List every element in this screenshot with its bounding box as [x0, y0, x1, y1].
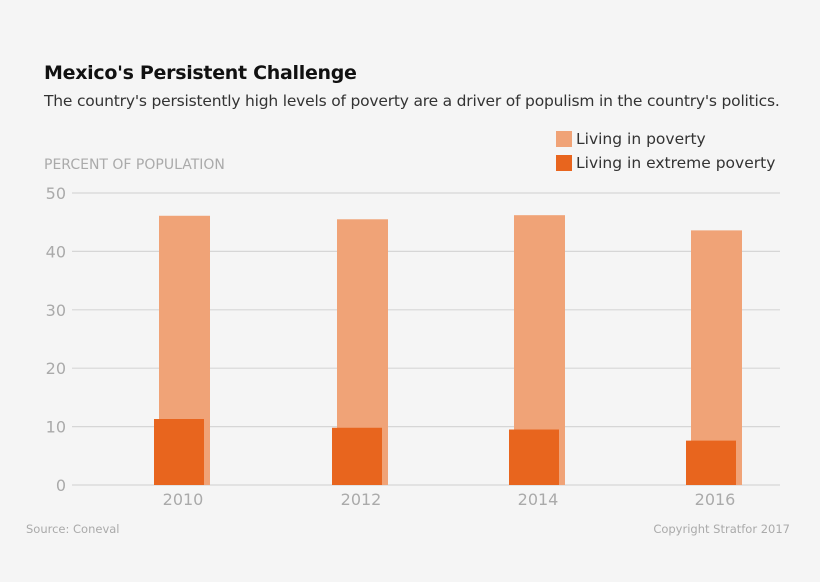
copyright-note: Copyright Stratfor 2017 — [653, 522, 790, 536]
y-tick-label: 30 — [46, 301, 66, 320]
y-axis-label: PERCENT OF POPULATION — [44, 157, 225, 173]
x-tick-label: 2012 — [341, 490, 382, 509]
y-tick-label: 10 — [46, 418, 66, 437]
bar-extreme-poverty-2014 — [509, 429, 559, 485]
chart-title: Mexico's Persistent Challenge — [44, 62, 357, 84]
source-note: Source: Coneval — [26, 522, 120, 536]
chart-subtitle: The country's persistently high levels o… — [44, 92, 780, 110]
x-tick-label: 2016 — [695, 490, 736, 509]
bar-extreme-poverty-2010 — [154, 419, 204, 485]
bar-extreme-poverty-2016 — [686, 440, 736, 485]
legend: Living in poverty Living in extreme pove… — [556, 127, 775, 175]
legend-label-extreme-poverty: Living in extreme poverty — [576, 154, 776, 172]
y-tick-label: 0 — [56, 476, 66, 495]
legend-swatch-extreme-poverty — [556, 155, 572, 171]
legend-item-extreme-poverty: Living in extreme poverty — [556, 151, 775, 175]
x-tick-label: 2010 — [163, 490, 204, 509]
legend-swatch-poverty — [556, 131, 572, 147]
x-tick-label: 2014 — [518, 490, 559, 509]
y-tick-label: 20 — [46, 359, 66, 378]
y-tick-label: 40 — [46, 242, 66, 261]
bar-extreme-poverty-2012 — [332, 427, 382, 485]
y-tick-label: 50 — [46, 184, 66, 203]
legend-item-poverty: Living in poverty — [556, 127, 775, 151]
legend-label-poverty: Living in poverty — [576, 130, 706, 148]
